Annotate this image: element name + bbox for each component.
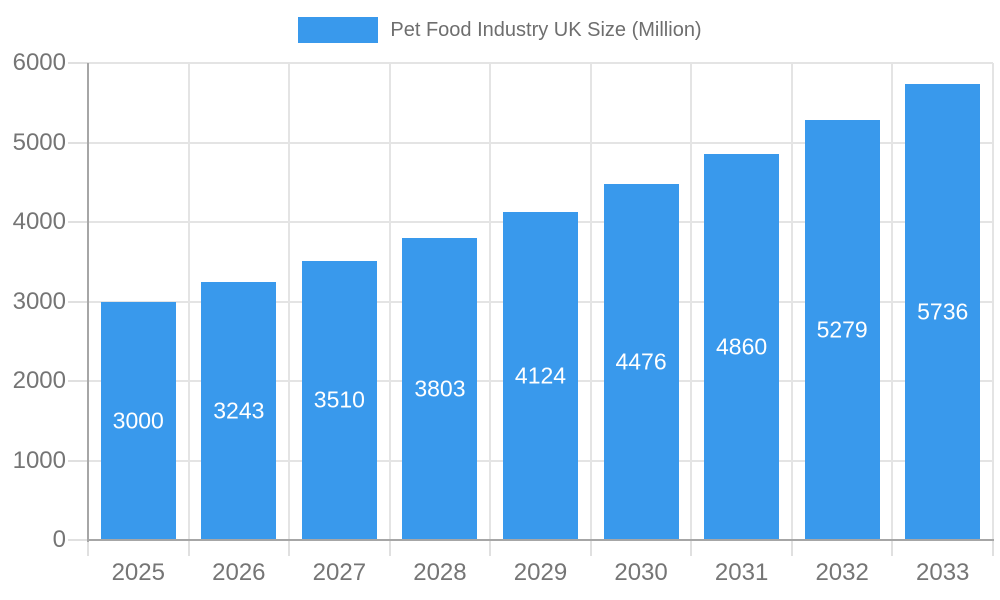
bar-value-label: 4860 <box>716 333 768 360</box>
x-gridline <box>992 63 994 540</box>
x-tick-mark <box>388 541 391 556</box>
x-gridline <box>288 63 291 540</box>
x-axis-tick-label: 2030 <box>614 559 668 586</box>
y-axis-tick-label: 5000 <box>12 128 66 156</box>
x-gridline <box>891 63 894 540</box>
x-tick-mark <box>790 541 793 556</box>
y-axis-tick-label: 2000 <box>12 367 66 394</box>
bar-value-label: 3510 <box>313 386 365 413</box>
x-axis-tick-label: 2032 <box>815 559 869 586</box>
bar-2033[interactable]: 5736 <box>905 83 981 540</box>
x-gridline <box>790 63 793 540</box>
y-axis-tick-label: 3000 <box>12 287 66 315</box>
bar-value-label: 3803 <box>414 375 466 402</box>
legend-swatch-icon <box>298 17 379 43</box>
bar-2032[interactable]: 5279 <box>804 120 880 540</box>
bar-2026[interactable]: 3243 <box>201 282 277 540</box>
x-gridline <box>690 63 693 540</box>
x-axis-tick-label: 2026 <box>212 559 266 586</box>
y-tick-mark <box>68 141 88 144</box>
bar-2025[interactable]: 3000 <box>100 301 176 540</box>
x-tick-mark <box>489 541 492 556</box>
x-tick-mark <box>891 541 894 556</box>
bar-2030[interactable]: 4476 <box>603 184 679 540</box>
bar-2028[interactable]: 3803 <box>402 237 478 540</box>
y-tick-mark <box>68 300 88 303</box>
bar-2029[interactable]: 4124 <box>503 212 578 540</box>
x-gridline <box>589 63 592 540</box>
x-tick-mark <box>87 541 89 556</box>
x-axis-tick-label: 2029 <box>513 559 568 586</box>
y-tick-mark <box>68 221 88 223</box>
y-tick-mark <box>68 380 88 382</box>
bar-value-label: 3243 <box>213 397 265 424</box>
bar-2027[interactable]: 3510 <box>301 260 377 540</box>
y-axis-tick-label: 1000 <box>12 446 66 474</box>
bar-value-label: 4124 <box>514 362 567 389</box>
x-gridline <box>388 63 391 540</box>
x-axis-tick-label: 2028 <box>413 559 467 586</box>
x-gridline <box>187 63 190 540</box>
y-axis-tick-label: 4000 <box>12 208 66 235</box>
x-tick-mark <box>690 541 693 556</box>
x-tick-mark <box>992 541 994 556</box>
bar-value-label: 4476 <box>615 348 667 375</box>
y-axis-tick-label: 0 <box>52 526 66 553</box>
legend-label: Pet Food Industry UK Size (Million) <box>390 18 702 41</box>
y-axis-tick-label: 6000 <box>12 49 66 76</box>
x-axis-tick-label: 2025 <box>111 559 165 586</box>
x-axis-line <box>87 539 994 541</box>
y-tick-mark <box>68 539 88 541</box>
legend[interactable]: Pet Food Industry UK Size (Million) <box>0 17 1000 43</box>
y-tick-mark <box>68 62 88 64</box>
y-gridline <box>88 141 993 144</box>
x-axis-tick-label: 2033 <box>916 559 970 586</box>
x-tick-mark <box>187 541 190 556</box>
x-tick-mark <box>288 541 291 556</box>
x-axis-tick-label: 2027 <box>312 559 367 586</box>
bar-value-label: 5736 <box>917 298 969 325</box>
y-axis-line <box>87 63 89 542</box>
bar-value-label: 5279 <box>816 316 868 343</box>
x-tick-mark <box>589 541 592 556</box>
x-gridline <box>489 63 492 540</box>
bar-value-label: 3000 <box>112 407 164 434</box>
bar-2031[interactable]: 4860 <box>704 153 780 540</box>
y-tick-mark <box>68 459 88 462</box>
x-axis-tick-label: 2031 <box>714 559 769 586</box>
y-gridline <box>88 62 993 64</box>
